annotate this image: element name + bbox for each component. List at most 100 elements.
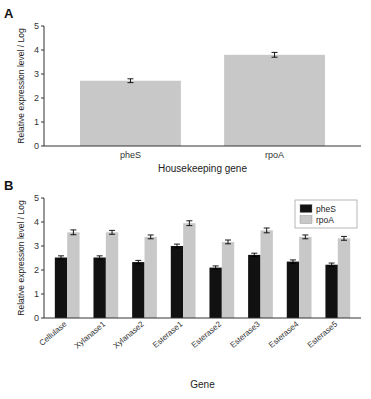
bar	[325, 265, 337, 318]
error-cap	[58, 259, 64, 260]
panel: 012345pheSrpoAHousekeeping geneRelative …	[4, 6, 361, 174]
error-cap	[174, 244, 180, 245]
y-tick-label: 0	[34, 141, 39, 151]
error-cap	[341, 240, 347, 241]
y-tick	[41, 318, 44, 319]
error-cap	[148, 234, 154, 235]
error-line	[138, 260, 139, 263]
error-line	[150, 235, 151, 239]
y-tick	[41, 270, 44, 271]
x-axis-label: Housekeeping gene	[158, 163, 247, 174]
error-bar	[302, 235, 308, 239]
panel: 012345CellulaseXylanase1Xylanase2Esteras…	[4, 178, 361, 390]
error-bar	[329, 263, 335, 266]
error-cap	[290, 259, 296, 260]
y-axis-label: Relative expression level / Log	[16, 28, 26, 144]
error-line	[305, 235, 306, 239]
chart-root: 012345pheSrpoAHousekeeping geneRelative …	[0, 0, 371, 399]
y-tick-label: 1	[34, 289, 39, 299]
error-line	[292, 260, 293, 263]
y-tick-label: 2	[34, 265, 39, 275]
error-bar	[213, 266, 219, 269]
bar	[106, 232, 118, 318]
marks	[80, 52, 325, 146]
error-cap	[70, 229, 76, 230]
error-line	[215, 266, 216, 269]
x-tick-label: Xylanase2	[111, 319, 146, 350]
error-cap	[70, 234, 76, 235]
error-cap	[225, 240, 231, 241]
error-cap	[290, 263, 296, 264]
y-tick	[41, 246, 44, 247]
error-cap	[329, 263, 335, 264]
error-cap	[213, 269, 219, 270]
error-cap	[109, 234, 115, 235]
error-cap	[135, 260, 141, 261]
bar	[224, 55, 325, 146]
error-bar	[174, 244, 180, 248]
bar	[209, 268, 221, 318]
error-line	[61, 256, 62, 259]
error-cap	[97, 259, 103, 260]
y-axis-label: Relative expression level / Log	[16, 200, 26, 316]
error-cap	[127, 82, 133, 83]
error-cap	[97, 255, 103, 256]
x-tick-label: Esterase1	[151, 319, 185, 349]
marks	[55, 221, 350, 318]
error-line	[112, 230, 113, 234]
x-tick-label: Esterase3	[228, 319, 262, 349]
error-bar	[251, 253, 257, 256]
x-tick-label: Esterase5	[306, 319, 340, 349]
error-bar	[148, 235, 154, 239]
legend-frame	[295, 200, 357, 228]
error-cap	[264, 228, 270, 229]
legend-label: rpoA	[316, 215, 334, 225]
bar	[222, 242, 234, 318]
error-bar	[272, 52, 278, 57]
y-tick-label: 2	[34, 93, 39, 103]
x-axis-label: Gene	[190, 379, 215, 390]
y-tick	[41, 74, 44, 75]
error-cap	[127, 78, 133, 79]
panel-label: B	[4, 178, 13, 193]
y-tick-label: 3	[34, 241, 39, 251]
bar	[338, 238, 350, 318]
bar	[171, 246, 183, 318]
panel-label: A	[4, 6, 14, 21]
y-tick-label: 1	[34, 117, 39, 127]
error-cap	[135, 263, 141, 264]
bar	[260, 230, 272, 318]
x-tick-label: Xylanase1	[73, 319, 108, 350]
error-bar	[290, 260, 296, 263]
error-line	[99, 256, 100, 259]
error-cap	[109, 230, 115, 231]
x-tick-label: Esterase4	[267, 319, 301, 349]
y-tick	[41, 146, 44, 147]
error-bar	[341, 236, 347, 240]
y-axis-line	[44, 26, 45, 146]
error-line	[130, 79, 131, 83]
error-cap	[264, 232, 270, 233]
y-tick-label: 5	[34, 21, 39, 31]
error-cap	[272, 52, 278, 53]
error-bar	[127, 79, 133, 83]
error-cap	[186, 220, 192, 221]
bar	[93, 258, 105, 318]
y-tick	[41, 50, 44, 51]
y-tick-label: 5	[34, 193, 39, 203]
y-tick	[41, 294, 44, 295]
x-tick-label: Cellulase	[37, 319, 68, 347]
error-line	[331, 263, 332, 266]
bar	[287, 262, 299, 318]
error-cap	[302, 234, 308, 235]
legend-label: pheS	[316, 204, 336, 214]
x-axis-line	[44, 318, 361, 319]
x-tick-label: pheS	[120, 150, 141, 160]
error-bar	[70, 230, 76, 235]
error-cap	[174, 247, 180, 248]
error-bar	[225, 240, 231, 244]
error-bar	[264, 228, 270, 233]
bar	[183, 223, 195, 318]
y-tick-label: 4	[34, 217, 39, 227]
legend-swatch	[300, 216, 312, 224]
